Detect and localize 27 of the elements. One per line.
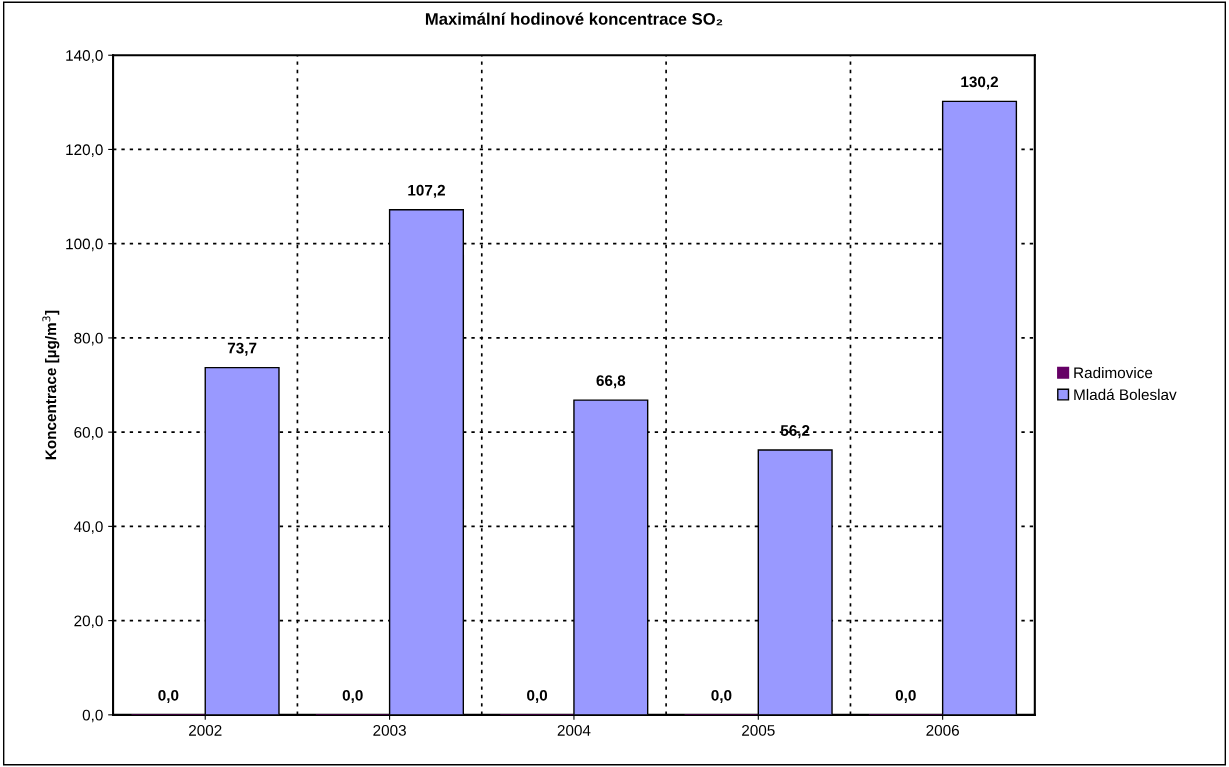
x-tick-label: 2003 <box>373 724 406 736</box>
data-label: 130,2 <box>961 76 999 90</box>
data-label: 107,2 <box>408 184 445 198</box>
y-tick-label: 120,0 <box>66 144 103 157</box>
data-label: 73,7 <box>227 342 257 356</box>
data-label: 0,0 <box>158 689 179 703</box>
data-label: 66,8 <box>596 375 626 389</box>
chart-title: Maximální hodinové koncentrace SO₂ <box>425 12 723 26</box>
y-tick-label: 140,0 <box>66 50 103 63</box>
x-tick-label: 2006 <box>926 724 959 736</box>
data-label: 0,0 <box>895 689 916 703</box>
x-tick-label: 2002 <box>189 724 222 736</box>
y-axis-title: Koncentrace [µg/m$^{3}$] <box>42 310 60 460</box>
data-label: 56,2 <box>780 425 810 439</box>
y-tick-label: 80,0 <box>74 332 103 346</box>
x-tick-label: 2005 <box>742 724 775 736</box>
data-label: 0,0 <box>711 689 732 703</box>
legend-label: Radimovice <box>1074 366 1153 379</box>
legend-label: Mladá Boleslav <box>1074 388 1177 401</box>
data-label: 0,0 <box>527 689 548 703</box>
x-tick-label: 2004 <box>557 724 591 736</box>
y-tick-label: 40,0 <box>73 521 103 534</box>
data-label: 0,0 <box>342 689 363 703</box>
y-tick-label: 60,0 <box>74 427 103 440</box>
y-tick-label: 20,0 <box>74 615 103 629</box>
y-tick-label: 0,0 <box>82 709 103 723</box>
y-tick-label: 100,0 <box>66 238 103 252</box>
